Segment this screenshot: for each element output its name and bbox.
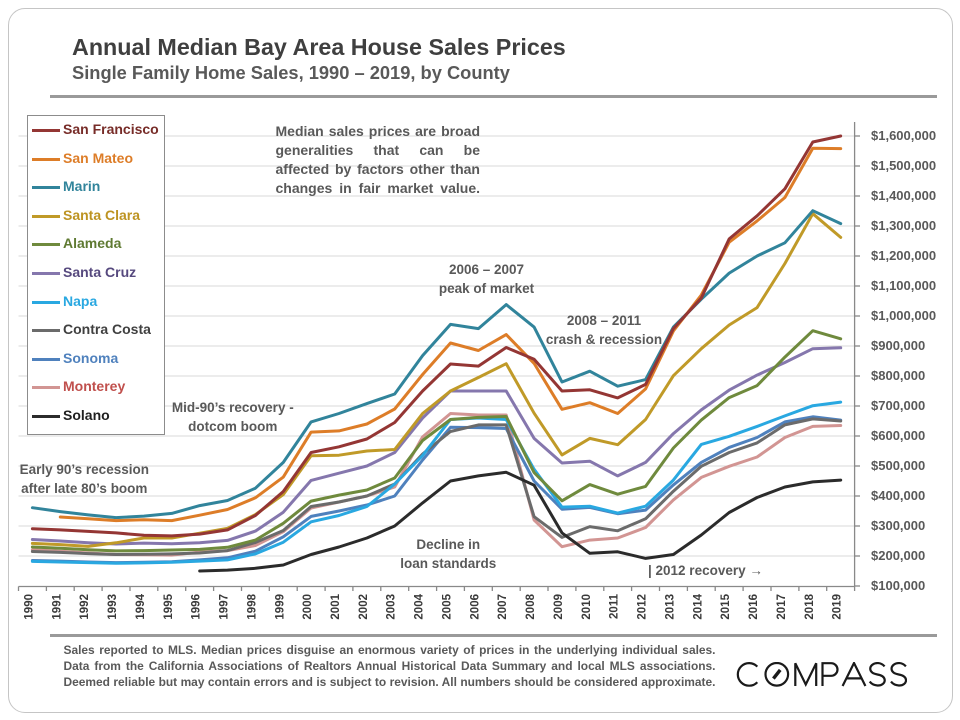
svg-text:$100,000: $100,000 <box>871 578 925 593</box>
svg-text:2017: 2017 <box>776 594 788 620</box>
svg-text:$200,000: $200,000 <box>871 548 925 563</box>
svg-text:1990: 1990 <box>23 594 35 620</box>
svg-text:1994: 1994 <box>135 593 147 619</box>
svg-text:2009: 2009 <box>553 594 565 620</box>
svg-text:2015: 2015 <box>720 593 732 619</box>
svg-text:2016: 2016 <box>748 594 760 620</box>
svg-text:2002: 2002 <box>358 594 370 620</box>
svg-text:1997: 1997 <box>219 594 231 620</box>
svg-text:$1,300,000: $1,300,000 <box>871 218 936 233</box>
svg-text:2003: 2003 <box>386 594 398 620</box>
svg-text:$1,600,000: $1,600,000 <box>871 128 936 143</box>
svg-text:2019: 2019 <box>832 594 844 620</box>
svg-text:$1,500,000: $1,500,000 <box>871 158 936 173</box>
svg-text:1991: 1991 <box>51 593 63 619</box>
svg-text:2014: 2014 <box>692 593 704 619</box>
svg-text:1995: 1995 <box>163 593 175 619</box>
svg-text:$900,000: $900,000 <box>871 338 925 353</box>
svg-text:1998: 1998 <box>246 593 258 619</box>
svg-text:1996: 1996 <box>191 594 203 620</box>
svg-text:1993: 1993 <box>107 594 119 620</box>
svg-text:2001: 2001 <box>330 593 342 619</box>
svg-text:2013: 2013 <box>664 594 676 620</box>
svg-text:2010: 2010 <box>581 594 593 620</box>
svg-text:$400,000: $400,000 <box>871 488 925 503</box>
svg-text:$700,000: $700,000 <box>871 398 925 413</box>
svg-text:$1,100,000: $1,100,000 <box>871 278 936 293</box>
svg-text:$800,000: $800,000 <box>871 368 925 383</box>
svg-text:2005: 2005 <box>442 593 454 619</box>
svg-text:2012: 2012 <box>637 594 649 620</box>
svg-text:$1,400,000: $1,400,000 <box>871 188 936 203</box>
svg-text:$600,000: $600,000 <box>871 428 925 443</box>
svg-text:1992: 1992 <box>79 594 91 620</box>
svg-text:$1,200,000: $1,200,000 <box>871 248 936 263</box>
svg-text:2018: 2018 <box>804 593 816 619</box>
svg-text:$1,000,000: $1,000,000 <box>871 308 936 323</box>
svg-text:2004: 2004 <box>414 593 426 619</box>
svg-text:2011: 2011 <box>609 593 621 619</box>
svg-text:$500,000: $500,000 <box>871 458 925 473</box>
svg-text:1999: 1999 <box>274 594 286 620</box>
svg-text:2006: 2006 <box>469 594 481 620</box>
svg-text:2007: 2007 <box>497 594 509 620</box>
svg-text:2000: 2000 <box>302 594 314 620</box>
svg-text:2008: 2008 <box>525 593 537 619</box>
svg-text:$300,000: $300,000 <box>871 518 925 533</box>
